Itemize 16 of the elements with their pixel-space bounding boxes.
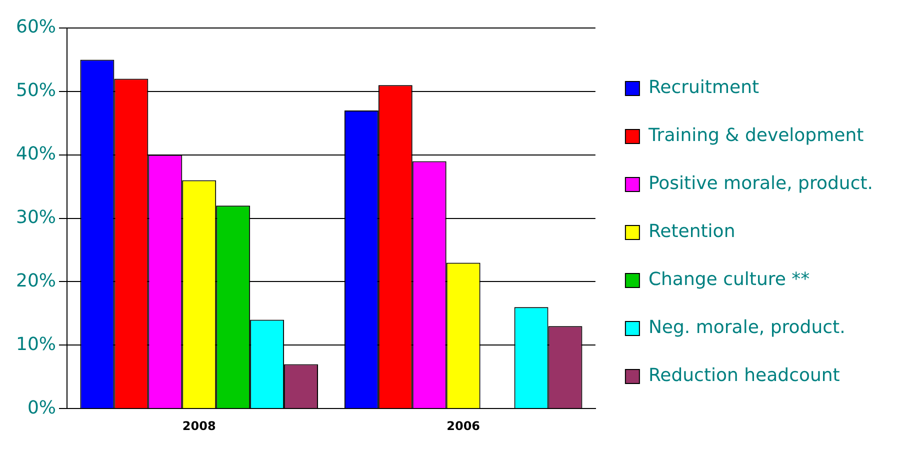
legend-label: Recruitment: [648, 77, 760, 98]
y-tick-label: 40%: [16, 144, 56, 165]
y-tick-label: 10%: [16, 334, 56, 355]
x-tick-label: 2006: [446, 418, 480, 433]
y-tick-label: 60%: [16, 16, 56, 38]
legend-label: Neg. morale, product.: [648, 317, 846, 338]
legend-label: Positive morale, product.: [648, 173, 873, 194]
y-tick-label: 0%: [27, 397, 56, 418]
x-tick-label: 2008: [182, 418, 216, 433]
legend-label: Change culture **: [648, 269, 810, 290]
legend-label: Reduction headcount: [648, 365, 840, 386]
legend-label: Training & development: [647, 125, 864, 146]
legend-label: Retention: [648, 221, 736, 242]
y-tick-label: 20%: [16, 270, 56, 292]
y-tick-label: 30%: [16, 206, 56, 228]
y-tick-label: 50%: [16, 80, 56, 102]
